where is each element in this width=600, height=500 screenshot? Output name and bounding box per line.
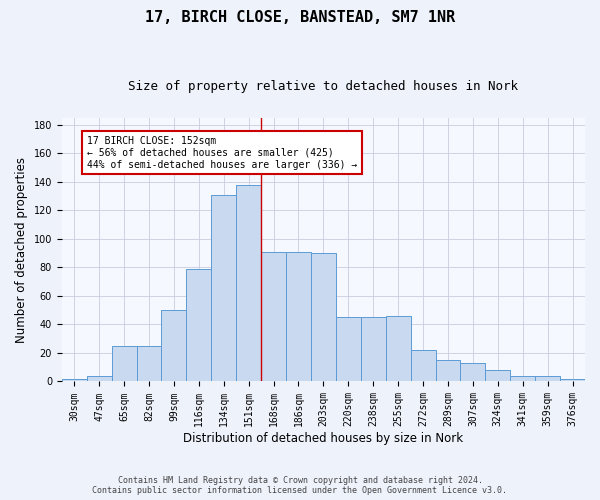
Bar <box>286 252 311 382</box>
Bar <box>236 185 261 382</box>
Bar <box>436 360 460 382</box>
Bar <box>62 378 86 382</box>
Bar <box>137 346 161 382</box>
Title: Size of property relative to detached houses in Nork: Size of property relative to detached ho… <box>128 80 518 93</box>
Bar <box>510 376 535 382</box>
Bar <box>386 316 410 382</box>
Bar <box>410 350 436 382</box>
Bar <box>161 310 187 382</box>
Bar <box>211 194 236 382</box>
Text: Contains HM Land Registry data © Crown copyright and database right 2024.
Contai: Contains HM Land Registry data © Crown c… <box>92 476 508 495</box>
Text: 17, BIRCH CLOSE, BANSTEAD, SM7 1NR: 17, BIRCH CLOSE, BANSTEAD, SM7 1NR <box>145 10 455 25</box>
Bar <box>187 269 211 382</box>
Bar <box>560 378 585 382</box>
Bar <box>86 376 112 382</box>
Bar <box>460 363 485 382</box>
Bar <box>535 376 560 382</box>
Y-axis label: Number of detached properties: Number of detached properties <box>15 156 28 342</box>
Bar <box>112 346 137 382</box>
Bar <box>261 252 286 382</box>
Bar <box>361 318 386 382</box>
Bar <box>336 318 361 382</box>
X-axis label: Distribution of detached houses by size in Nork: Distribution of detached houses by size … <box>184 432 463 445</box>
Bar <box>311 253 336 382</box>
Text: 17 BIRCH CLOSE: 152sqm
← 56% of detached houses are smaller (425)
44% of semi-de: 17 BIRCH CLOSE: 152sqm ← 56% of detached… <box>86 136 357 170</box>
Bar <box>485 370 510 382</box>
